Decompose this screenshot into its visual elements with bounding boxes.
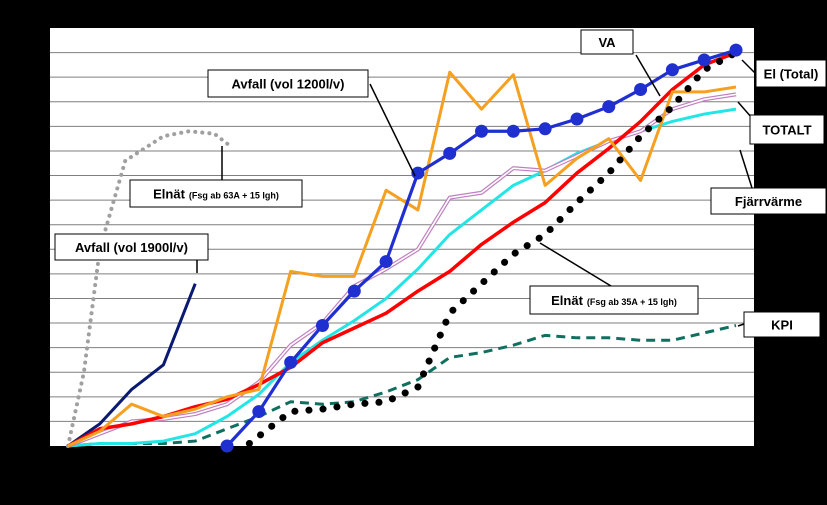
label-main-eln35: Elnät [551,293,583,308]
data-point-va [315,319,329,333]
label-small-eln35: (Fsg ab 35A + 15 lgh) [587,297,677,307]
data-point-va [634,82,648,96]
label-box-totalt [749,114,825,145]
pointer-line-kpi [737,323,745,327]
label-fjarr: Fjärrvärme [710,187,827,215]
label-main-kpi: KPI [771,318,793,333]
data-point-va [220,439,234,453]
series-labels: VA El (Total) TOTALT Fjärrvärme Avfall (vol … [54,29,827,338]
data-point-va [697,53,711,67]
label-main-fjarr: Fjärrvärme [735,194,802,209]
label-small-eln63: (Fsg ab 63A + 15 lgh) [189,191,279,201]
series-line-kpi [67,324,737,448]
data-point-va [506,124,520,138]
series-layer [66,43,743,465]
label-el: El (Total) [755,59,827,88]
label-box-avf1900 [54,233,209,261]
label-box-va [580,29,634,55]
label-box-kpi [743,311,821,338]
data-point-va [665,63,679,77]
data-point-va [475,124,489,138]
series-line-avf1200 [67,70,737,448]
label-text-totalt: TOTALT [762,123,811,138]
label-main-va: VA [598,35,616,50]
label-box-fjarr [710,187,827,215]
series-avf1200 [67,70,737,448]
series-eln63 [66,129,233,448]
data-point-va [570,112,584,126]
label-text-va: VA [598,35,616,50]
label-avf1200: Avfall (vol 1200l/v) [207,69,369,98]
data-point-va [411,166,425,180]
data-point-va [379,255,393,269]
data-point-va [602,100,616,114]
label-va: VA [580,29,634,55]
series-line-avf1900 [67,283,197,448]
label-main-avf1200: Avfall (vol 1200l/v) [232,77,345,92]
pointer-line-avf1200 [369,83,416,177]
label-main-eln63: Elnät [153,187,185,202]
series-avf1900 [67,283,197,448]
label-avf1900: Avfall (vol 1900l/v) [54,233,209,261]
pointer-line-el [741,59,757,75]
data-point-va [729,43,743,57]
series-line-eln35 [223,49,740,465]
label-text-kpi: KPI [771,318,793,333]
label-box-eln63 [129,179,303,208]
pointer-line-eln35 [539,242,612,287]
pointer-lines [196,54,757,327]
label-eln63: Elnät (Fsg ab 63A + 15 lgh) [129,179,303,208]
label-box-avf1200 [207,69,369,98]
label-text-avf1900: Avfall (vol 1900l/v) [75,240,188,255]
pointer-line-fjarr [739,149,753,189]
data-point-va [443,146,457,160]
series-va [220,43,743,453]
label-main-avf1900: Avfall (vol 1900l/v) [75,240,188,255]
data-point-va [252,405,266,419]
label-main-el: El (Total) [764,67,819,82]
label-kpi: KPI [743,311,821,338]
label-box-el [755,59,827,88]
series-line-eln63 [66,129,233,448]
label-totalt: TOTALT [749,114,825,145]
label-text-eln63: Elnät (Fsg ab 63A + 15 lgh) [153,187,279,202]
series-eln35 [223,49,740,465]
label-text-eln35: Elnät (Fsg ab 35A + 15 lgh) [551,293,677,308]
data-point-va [538,122,552,136]
label-text-fjarr: Fjärrvärme [735,194,802,209]
label-text-avf1200: Avfall (vol 1200l/v) [232,77,345,92]
pointer-line-va [635,54,661,97]
label-main-totalt: TOTALT [762,123,811,138]
data-point-va [284,355,298,369]
series-kpi [67,324,737,448]
data-point-va [347,284,361,298]
label-box-eln35 [529,285,699,315]
label-text-el: El (Total) [764,67,819,82]
label-eln35: Elnät (Fsg ab 35A + 15 lgh) [529,285,699,315]
